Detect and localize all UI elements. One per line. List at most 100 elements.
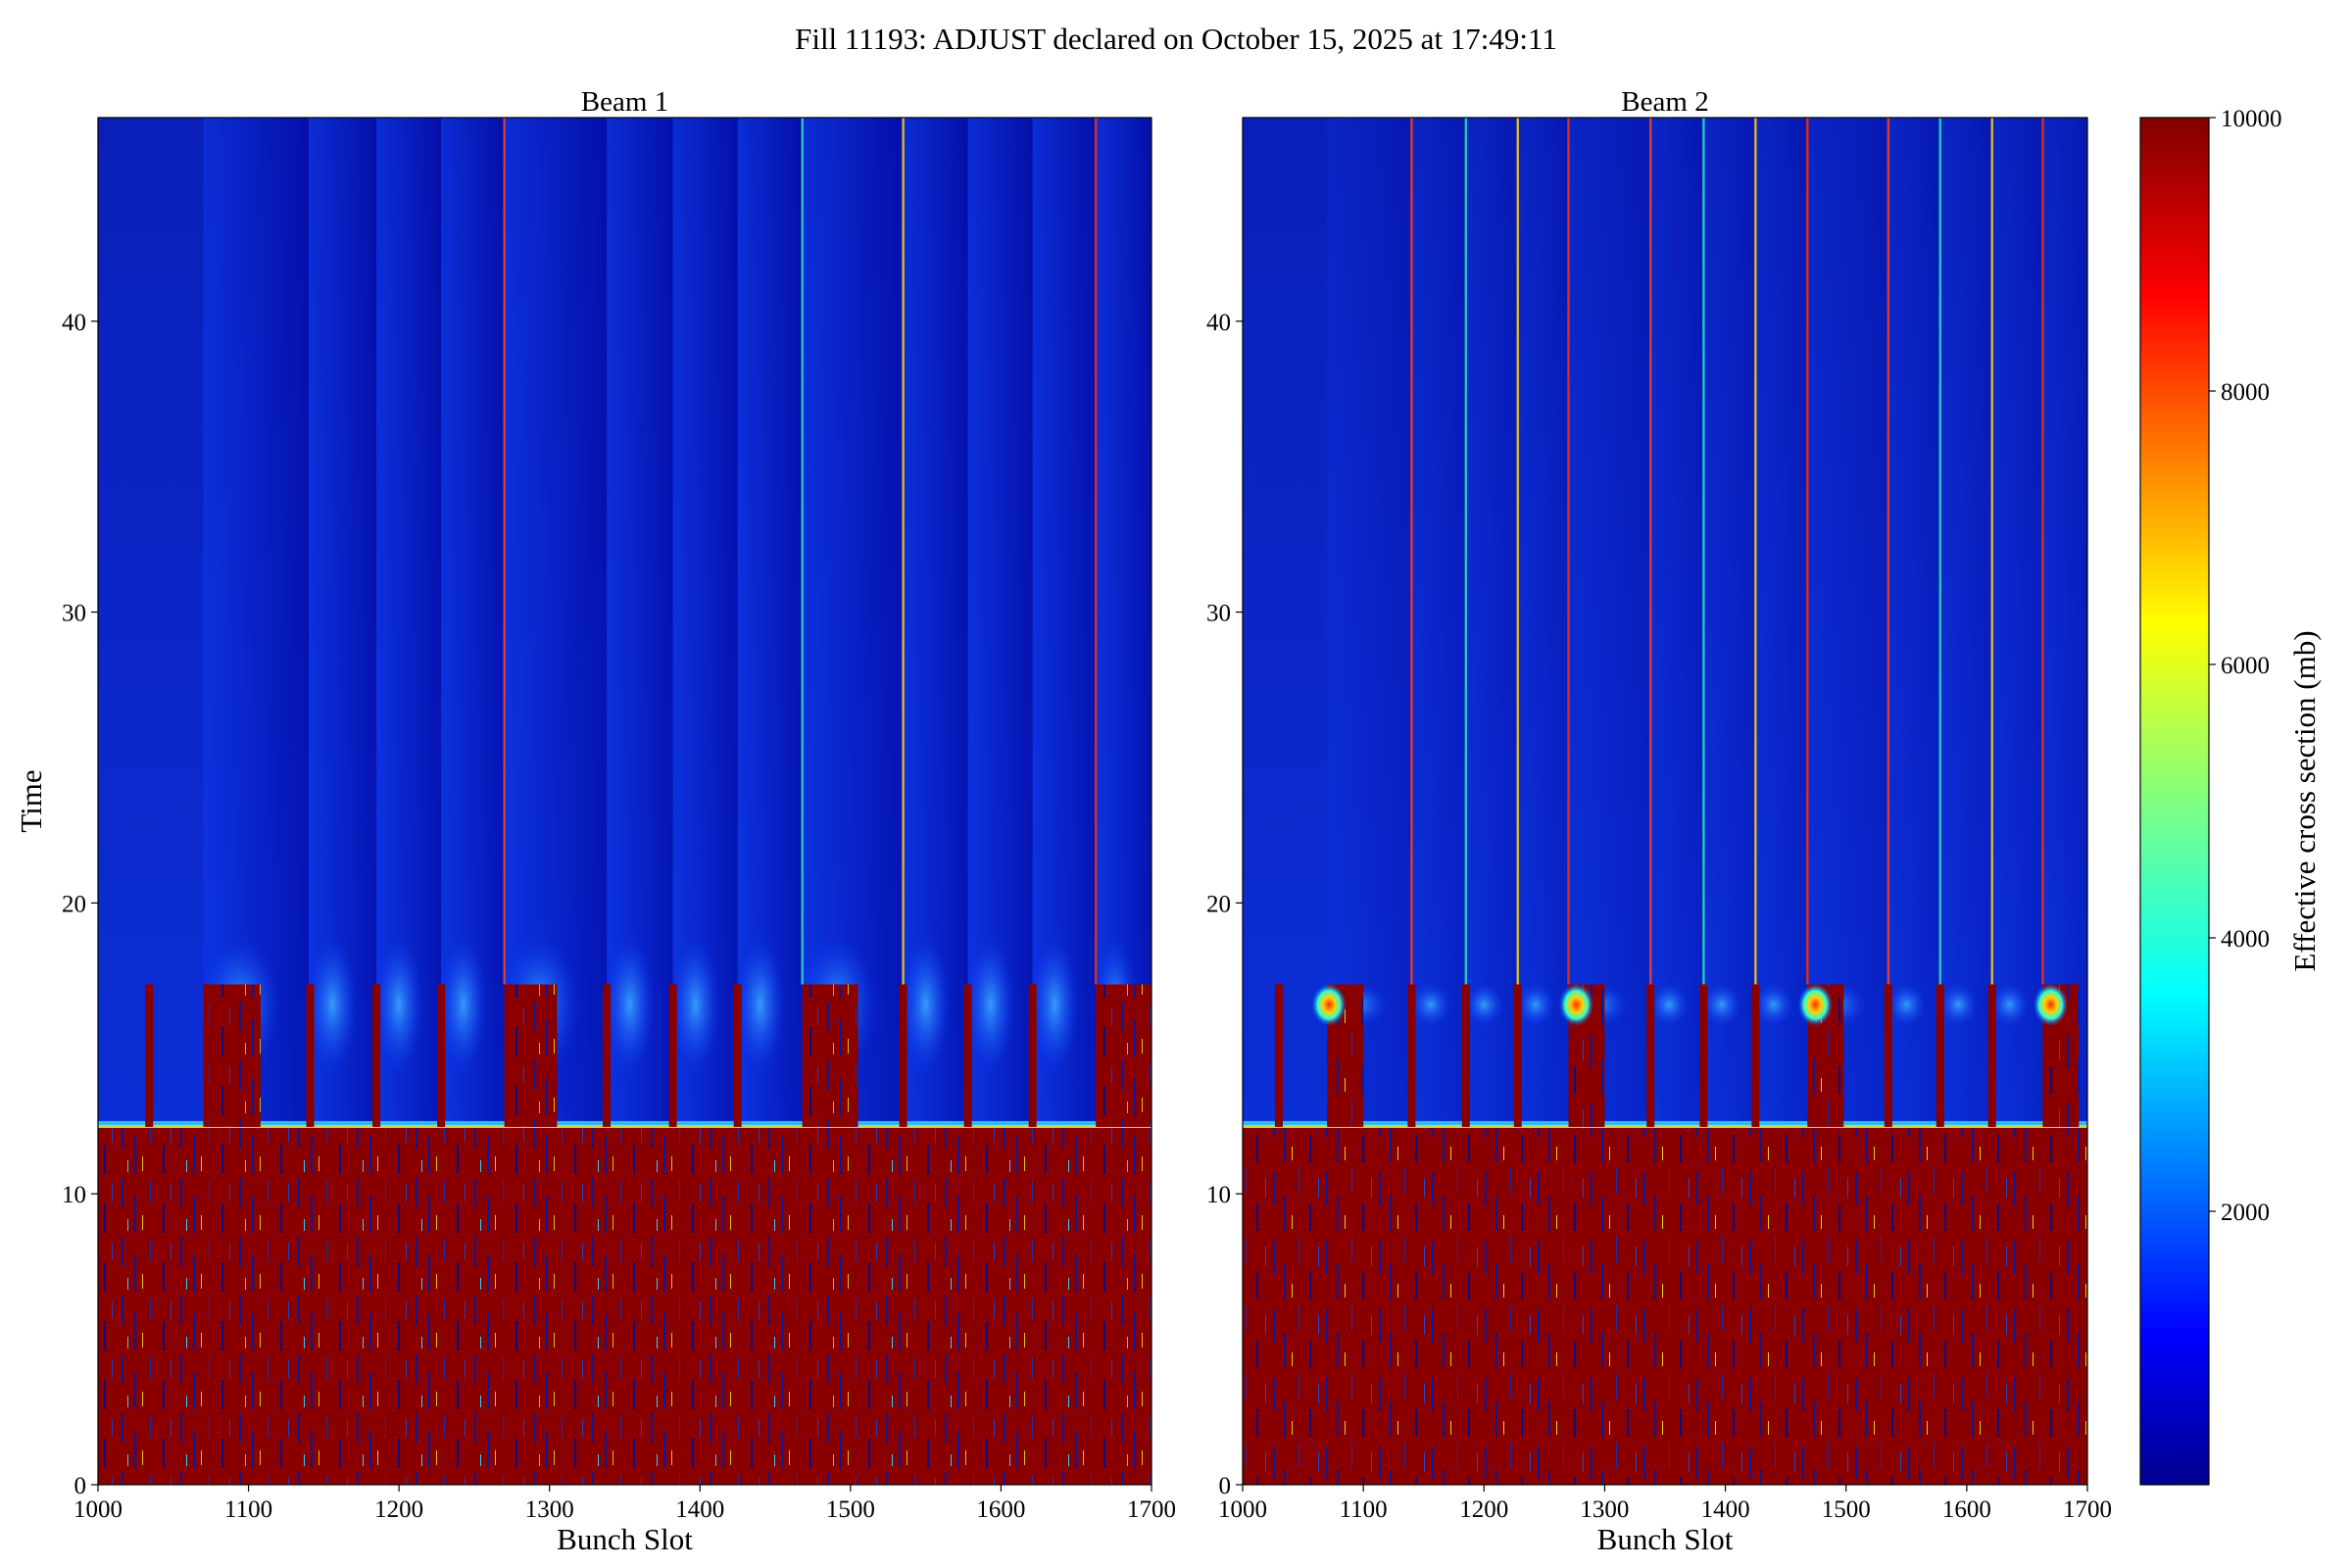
y-tick-label: 40 [1206, 310, 1231, 336]
train-band [1755, 118, 1808, 1127]
y-tick-label: 0 [1219, 1473, 1232, 1499]
train-band [2042, 118, 2087, 1127]
streak [1754, 118, 1757, 985]
x-tick-label: 1400 [1701, 1496, 1750, 1523]
y-tick-label: 30 [1206, 601, 1231, 627]
hot-spot [1558, 983, 1594, 1027]
single-bunch [437, 984, 446, 1127]
colorbar: 2000 4000 6000 8000 10000 Effective cross sec… [2139, 106, 2322, 1486]
gap-block [203, 984, 261, 1127]
single-bunch [1513, 984, 1522, 1127]
x-axis-label: Bunch Slot [557, 1522, 693, 1556]
x-tick-label: 1300 [525, 1496, 574, 1523]
x-tick-label: 1600 [976, 1496, 1025, 1523]
glow-blob [439, 936, 488, 1074]
glow-blob [1753, 983, 1794, 1027]
colorbar-label: Effective cross section (mb) [2287, 630, 2322, 971]
hot-spot [1311, 983, 1348, 1027]
single-bunch [1461, 984, 1470, 1127]
hot-spot [2033, 983, 2069, 1027]
saturated-region [1243, 1126, 2087, 1485]
glow-blob [1030, 936, 1079, 1074]
streak [1806, 118, 1809, 985]
y-tick-label: 0 [74, 1473, 87, 1499]
single-bunch [372, 984, 381, 1127]
glow-blob [1409, 983, 1451, 1027]
panel-title: Beam 1 [581, 86, 668, 118]
glow-blob [605, 936, 656, 1074]
streak [503, 118, 506, 985]
y-tick-label: 20 [1206, 891, 1231, 917]
glow-blob [735, 936, 785, 1074]
gap-block [1096, 984, 1152, 1127]
glow-blob [1701, 983, 1742, 1027]
train-band [1887, 118, 1940, 1127]
glow-blob [1886, 983, 1927, 1027]
streak [1990, 118, 1993, 985]
x-tick-label: 1700 [2063, 1496, 2112, 1523]
single-bunch [1936, 984, 1944, 1127]
x-tick-label: 1400 [675, 1496, 724, 1523]
gap-block [504, 984, 558, 1127]
glow-blob [306, 936, 359, 1074]
single-bunch [963, 984, 972, 1127]
streak [1649, 118, 1652, 985]
streak [1886, 118, 1890, 985]
glow-blob [965, 936, 1015, 1074]
transition-edge [98, 1120, 1152, 1128]
heatmap-image [1243, 118, 2087, 1485]
glow-blob [1464, 983, 1504, 1027]
train-band [1411, 118, 1466, 1127]
x-tick-label: 1100 [1340, 1496, 1388, 1523]
heatmap-image [98, 118, 1152, 1485]
x-tick-label: 1200 [374, 1496, 423, 1523]
glow-blob [1648, 983, 1690, 1027]
y-tick-label: 10 [1206, 1182, 1231, 1208]
x-tick-label: 1100 [224, 1496, 272, 1523]
single-bunch [1407, 984, 1416, 1127]
x-axis-label: Bunch Slot [1597, 1522, 1734, 1556]
hot-spot [1797, 983, 1834, 1027]
streak [1702, 118, 1705, 985]
train-band [1939, 118, 1992, 1127]
train-band [1568, 118, 1651, 1127]
colorbar-tick-label: 8000 [2221, 379, 2270, 406]
heatmap-panel-2: 1000 1100 1200 1300 1400 1500 1600 1700 0 10 20 30 4… [1206, 86, 2112, 1556]
single-bunch [306, 984, 315, 1127]
x-tick-label: 1300 [1580, 1496, 1629, 1523]
x-tick-label: 1600 [1942, 1496, 1991, 1523]
streak [1410, 118, 1413, 985]
colorbar-tick-label: 4000 [2221, 926, 2270, 953]
train-band [1327, 118, 1412, 1127]
streak [1938, 118, 1941, 985]
glow-blob [374, 936, 424, 1074]
single-bunch [1028, 984, 1037, 1127]
y-tick-label: 20 [62, 891, 86, 917]
axes-frame [97, 117, 1152, 1486]
single-bunch [1884, 984, 1892, 1127]
train-band [1991, 118, 2043, 1127]
transition-edge-core [98, 1124, 1152, 1128]
glow-blob [1938, 983, 1979, 1027]
x-tick-label: 1500 [826, 1496, 875, 1523]
train-band [1650, 118, 1704, 1127]
y-tick-label: 40 [62, 310, 86, 336]
single-bunch [733, 984, 742, 1127]
single-bunch [1699, 984, 1708, 1127]
transition-edge-core [1243, 1124, 2087, 1128]
x-tick-label: 1000 [74, 1496, 122, 1523]
colorbar-tick-label: 10000 [2221, 106, 2282, 132]
colorbar-gradient [2140, 118, 2209, 1485]
streak [1094, 118, 1098, 985]
colorbar-frame [2139, 117, 2210, 1486]
single-bunch [899, 984, 907, 1127]
train-band [1517, 118, 1569, 1127]
glow-blob [901, 936, 951, 1074]
saturated-region [98, 1126, 1152, 1485]
single-bunch [1646, 984, 1655, 1127]
x-tick-label: 1500 [1822, 1496, 1871, 1523]
single-bunch [1987, 984, 1996, 1127]
y-tick-label: 10 [62, 1182, 86, 1208]
figure-title: Fill 11193: ADJUST declared on October 1… [795, 22, 1557, 56]
